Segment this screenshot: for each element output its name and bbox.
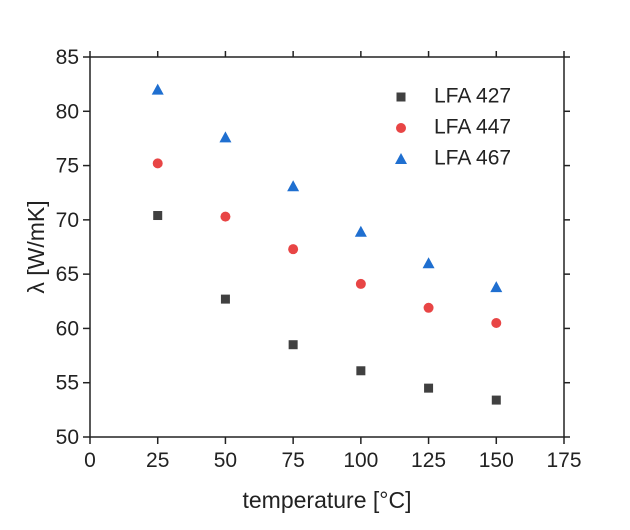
y-tick-label: 75	[56, 155, 79, 178]
y-tick-label: 85	[56, 46, 79, 69]
y-tick-label: 50	[56, 426, 79, 449]
marker-square	[220, 294, 230, 304]
x-tick-label: 150	[479, 449, 514, 472]
x-tick-label: 50	[214, 449, 237, 472]
marker-circle	[491, 318, 502, 328]
marker-triangle	[151, 83, 164, 95]
legend-marker	[395, 153, 407, 164]
y-tick-label: 65	[56, 263, 79, 286]
legend-marker	[396, 92, 406, 102]
marker-square	[491, 395, 501, 405]
marker-triangle	[422, 257, 435, 269]
marker-circle	[288, 244, 299, 255]
y-tick-label: 70	[56, 209, 79, 232]
marker-triangle	[490, 281, 503, 293]
legend-label: LFA 427	[434, 85, 511, 108]
y-tick-label: 80	[56, 100, 79, 123]
x-tick-label: 25	[146, 449, 169, 472]
legend-label: LFA 467	[434, 147, 511, 170]
x-tick-label: 175	[546, 449, 581, 472]
y-axis-label: λ [W/mK]	[23, 200, 49, 293]
marker-square	[424, 383, 434, 393]
marker-triangle	[287, 180, 300, 192]
x-tick-label: 100	[343, 449, 378, 472]
plot-frame	[89, 56, 565, 438]
x-axis-label: temperature [°C]	[243, 487, 412, 513]
marker-square	[288, 340, 298, 350]
y-tick-label: 60	[56, 317, 79, 340]
marker-circle	[220, 211, 231, 222]
y-tick-label: 55	[56, 372, 79, 395]
x-tick-label: 0	[84, 449, 96, 472]
marker-square	[153, 211, 163, 221]
marker-circle	[355, 278, 366, 289]
marker-circle	[152, 158, 163, 169]
marker-triangle	[219, 131, 232, 143]
x-tick-label: 75	[281, 449, 304, 472]
x-tick-label: 125	[411, 449, 446, 472]
marker-circle	[423, 302, 434, 313]
legend-marker	[396, 123, 406, 133]
marker-triangle	[354, 225, 367, 237]
legend-label: LFA 447	[434, 116, 511, 139]
marker-square	[356, 366, 366, 376]
